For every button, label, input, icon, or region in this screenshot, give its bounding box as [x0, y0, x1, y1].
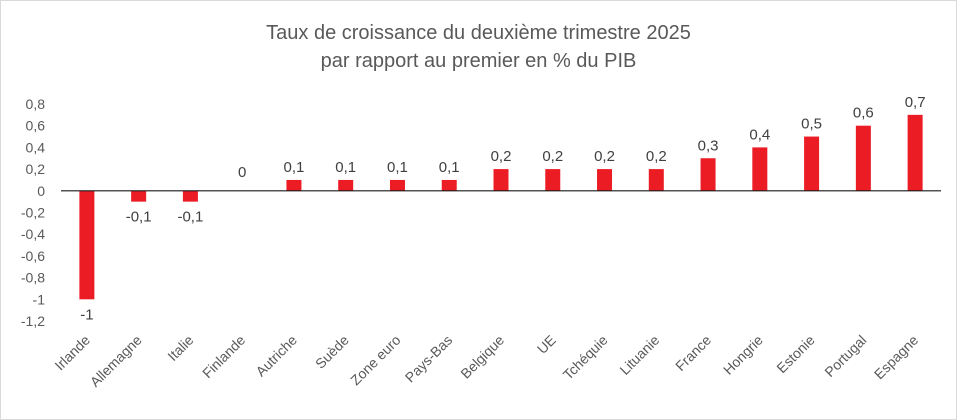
- data-label: 0: [238, 164, 246, 181]
- y-tick-label: 0,8: [26, 96, 46, 112]
- category-label: Estonie: [773, 332, 817, 376]
- y-tick-label: -1,2: [21, 313, 45, 329]
- category-label: Suède: [312, 332, 352, 372]
- data-label: 0,1: [284, 159, 305, 176]
- category-label: Espagne: [871, 332, 922, 383]
- bar: [855, 125, 871, 191]
- data-label: -1: [80, 306, 93, 323]
- y-tick-label: -1: [33, 291, 46, 307]
- category-label: Lituanie: [616, 332, 662, 378]
- category-label: Tchéquie: [560, 332, 611, 383]
- bar: [493, 169, 509, 191]
- bar: [286, 179, 302, 191]
- data-label: 0,1: [439, 159, 460, 176]
- category-label: Allemagne: [87, 332, 145, 390]
- bar: [907, 114, 923, 191]
- data-label: 0,4: [749, 126, 770, 143]
- chart-subtitle: par rapport au premier en % du PIB: [320, 50, 637, 72]
- category-label: Irlande: [51, 332, 93, 374]
- bar: [79, 190, 95, 300]
- data-label: 0,1: [335, 159, 356, 176]
- data-label: 0,5: [801, 116, 822, 133]
- y-tick-label: -0,8: [21, 270, 45, 286]
- category-label: UE: [534, 332, 559, 357]
- category-label: Pays-Bas: [402, 332, 456, 386]
- category-label: France: [672, 332, 714, 374]
- category-label: Zone euro: [347, 332, 404, 389]
- data-label: 0,6: [853, 105, 874, 122]
- chart-title-block: Taux de croissance du deuxième trimestre…: [1, 19, 956, 75]
- y-tick-label: -0,2: [21, 205, 45, 221]
- chart-title: Taux de croissance du deuxième trimestre…: [266, 22, 691, 44]
- bar: [182, 190, 198, 202]
- bar: [545, 169, 561, 191]
- bar: [597, 169, 613, 191]
- bar: [752, 147, 768, 191]
- bar: [338, 179, 354, 191]
- data-label: 0,2: [646, 148, 667, 165]
- bar: [648, 169, 664, 191]
- y-tick-label: 0,6: [26, 118, 46, 134]
- bar: [700, 158, 716, 191]
- y-tick-label: 0,2: [26, 161, 46, 177]
- category-label: Italie: [164, 332, 196, 364]
- category-label: Belgique: [457, 332, 507, 382]
- category-label: Autriche: [252, 332, 300, 380]
- y-tick-label: -0,4: [21, 226, 45, 242]
- y-tick-label: 0,4: [26, 139, 46, 155]
- bar: [131, 190, 147, 202]
- category-label: Finlande: [199, 332, 248, 381]
- category-label: Portugal: [821, 332, 869, 380]
- data-label: 0,2: [542, 148, 563, 165]
- y-tick-label: -0,6: [21, 248, 45, 264]
- data-label: 0,2: [594, 148, 615, 165]
- bar: [441, 179, 457, 191]
- data-label: 0,3: [698, 137, 719, 154]
- category-label: Hongrie: [720, 332, 766, 378]
- data-label: 0,2: [491, 148, 512, 165]
- data-label: 0,1: [387, 159, 408, 176]
- data-label: -0,1: [126, 209, 152, 226]
- data-label: -0,1: [177, 209, 203, 226]
- y-tick-label: 0: [37, 183, 45, 199]
- data-label: 0,7: [905, 94, 926, 111]
- bar: [804, 136, 820, 191]
- bar: [389, 179, 405, 191]
